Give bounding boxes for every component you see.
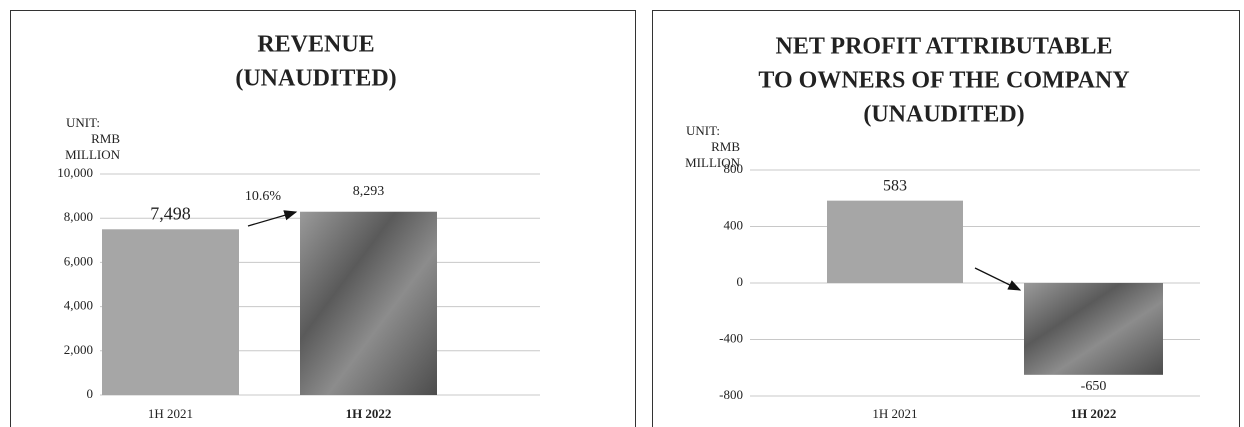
unit-label: UNIT: [66, 115, 100, 130]
y-tick-label: 6,000 [64, 253, 93, 268]
value-label: 7,498 [150, 203, 191, 223]
y-tick-label: 2,000 [64, 342, 93, 357]
value-label: 583 [883, 177, 907, 194]
chart-title: TO OWNERS OF THE COMPANY [758, 68, 1129, 94]
y-tick-label: 800 [724, 161, 744, 176]
chart-title: NET PROFIT ATTRIBUTABLE [776, 34, 1113, 60]
y-tick-label: 8,000 [64, 209, 93, 224]
value-label: -650 [1081, 379, 1107, 394]
x-tick-label: 1H 2022 [346, 406, 392, 421]
y-tick-label: 0 [737, 274, 744, 289]
chart-title: REVENUE [257, 32, 374, 58]
unit-label: MILLION [65, 147, 120, 162]
value-label: 8,293 [353, 184, 385, 199]
chart-title: (UNAUDITED) [863, 102, 1024, 128]
unit-label: RMB [91, 131, 120, 146]
y-tick-label: 4,000 [64, 298, 93, 313]
bar [102, 229, 239, 395]
x-tick-label: 1H 2022 [1071, 406, 1117, 421]
y-tick-label: -800 [719, 387, 743, 402]
unit-label: RMB [711, 139, 740, 154]
arrow [974, 267, 1022, 291]
unit-label: UNIT: [686, 123, 720, 138]
y-tick-label: 10,000 [57, 165, 93, 180]
panel-border [652, 10, 1240, 427]
bar [827, 200, 963, 283]
bar [300, 211, 437, 395]
y-tick-label: 0 [87, 386, 94, 401]
chart-title: (UNAUDITED) [235, 66, 396, 92]
panel-border [10, 10, 636, 427]
y-tick-label: 400 [724, 217, 744, 232]
annotation: 10.6% [245, 189, 282, 204]
unit-label: MILLION [685, 155, 740, 170]
arrow [247, 210, 298, 227]
x-tick-label: 1H 2021 [872, 406, 917, 421]
bar [1024, 283, 1163, 375]
x-tick-label: 1H 2021 [148, 406, 193, 421]
y-tick-label: -400 [719, 330, 743, 345]
